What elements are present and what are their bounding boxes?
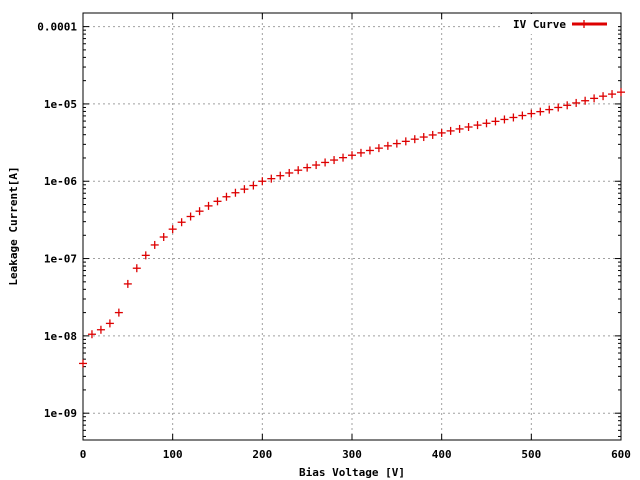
x-tick-label: 100 [163,448,183,461]
data-point [294,166,303,175]
data-point [141,251,150,260]
data-point [168,225,177,234]
legend-label: IV Curve [513,18,566,31]
data-point [114,308,123,317]
data-point [249,181,258,190]
data-point [428,130,437,139]
data-point [177,218,186,227]
grid-lines [83,13,621,440]
data-point [383,141,392,150]
data-point [401,137,410,146]
data-point [303,163,312,172]
data-point [79,359,87,368]
data-point [563,101,572,110]
y-tick-label: 1e-09 [44,407,77,420]
x-tick-label: 0 [80,448,87,461]
data-point [554,103,563,112]
data-point [572,98,581,107]
data-point [330,156,339,165]
data-point [348,151,356,160]
data-point [213,197,222,206]
data-point [231,188,240,197]
y-tick-label: 1e-06 [44,175,77,188]
data-point [365,146,374,155]
x-tick-label: 400 [432,448,452,461]
data-point [186,212,195,221]
data-point [509,113,518,122]
data-point [590,94,599,103]
y-tick-label: 0.0001 [37,21,77,34]
data-point [312,161,321,170]
data-point [437,128,446,137]
data-points [79,88,625,368]
y-tick-label: 1e-05 [44,98,77,111]
data-point [392,139,401,148]
x-axis-label: Bias Voltage [V] [299,466,405,479]
data-point [150,240,159,249]
data-point [599,92,608,101]
data-point [581,96,590,105]
data-point [419,133,428,142]
data-point [123,279,132,288]
data-point [446,126,455,135]
data-point [195,207,204,216]
data-point [482,119,491,128]
data-point [410,135,419,144]
data-point [374,144,383,153]
data-point [491,117,500,126]
y-tick-label: 1e-07 [44,253,77,266]
y-tick-label: 1e-08 [44,330,77,343]
data-point [276,171,285,180]
data-point [132,264,141,273]
axis-ticks: 0 100 200 300 400 500 600 1e-09 1e-08 1e-07 1e-06 1… [37,13,631,461]
data-point [204,201,213,210]
data-point [96,325,105,334]
data-point [87,330,96,339]
data-point [455,124,464,133]
data-point [536,107,545,116]
data-point [159,233,168,242]
data-point [240,185,249,194]
data-point [464,123,473,132]
data-point [608,90,617,99]
plot-frame [82,12,622,441]
data-point [267,174,276,183]
data-point [258,177,267,186]
data-point [527,109,536,118]
x-tick-label: 300 [342,448,362,461]
legend: IV Curve [500,14,618,34]
data-point [285,168,294,177]
data-point [321,158,330,167]
data-point [222,192,231,201]
data-point [500,115,509,124]
data-point [339,153,348,162]
x-tick-label: 500 [521,448,541,461]
x-tick-label: 600 [611,448,631,461]
data-point [518,111,527,120]
y-axis-label: Leakage Current[A] [7,166,20,285]
data-point [545,105,554,114]
data-point [617,88,625,97]
data-point [105,319,114,328]
data-point [473,121,482,130]
data-point [356,148,365,157]
x-tick-label: 200 [252,448,272,461]
